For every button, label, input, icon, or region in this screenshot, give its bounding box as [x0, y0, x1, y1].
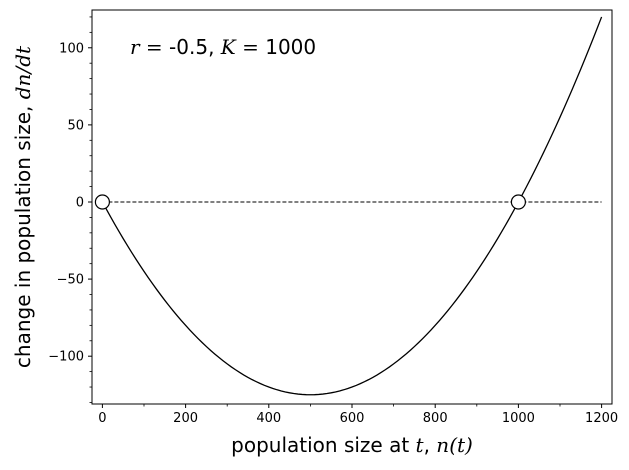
y-label-t: t	[11, 45, 35, 54]
growth-curve	[101, 16, 603, 396]
axis-ticks: 0 200 400 600 800 1000 1200 −100 −50 0 50 100	[48, 16, 618, 426]
x-label-n: n	[436, 433, 449, 457]
k-value: 1000	[265, 35, 316, 59]
r-symbol: r	[130, 35, 141, 59]
y-label-d2: d	[11, 54, 35, 67]
x-tick-label-5: 1000	[502, 411, 535, 426]
x-tick-label-1: 200	[173, 411, 198, 426]
plot-frame	[91, 9, 613, 405]
x-tick-label-4: 800	[423, 411, 448, 426]
y-label-prefix: change in population size,	[11, 99, 35, 368]
equilibrium-point-0	[94, 194, 111, 210]
equals-sign: =	[140, 35, 169, 59]
parameter-annotation: r = -0.5, K = 1000	[130, 35, 316, 59]
x-tick-label-0: 0	[98, 411, 106, 426]
x-label-prefix: population size at	[231, 433, 415, 457]
x-tick-label-3: 600	[340, 411, 365, 426]
equals-sign-2: =	[236, 35, 265, 59]
y-tick-label-3: 50	[67, 118, 84, 133]
x-label-arg: (t)	[449, 433, 473, 457]
y-tick-label-0: −100	[48, 350, 84, 365]
y-axis-label: change in population size, dn/dt	[11, 45, 35, 368]
y-tick-label-2: 0	[76, 195, 84, 210]
k-symbol: K	[220, 35, 237, 59]
y-tick-label-4: 100	[59, 41, 84, 56]
y-label-n: n	[11, 74, 35, 87]
y-tick-label-1: −50	[57, 273, 84, 288]
x-axis-label: population size at t, n(t)	[231, 433, 473, 457]
annotation-separator: ,	[208, 35, 221, 59]
x-label-sep: ,	[424, 433, 437, 457]
x-tick-label-2: 400	[256, 411, 281, 426]
x-label-t: t	[416, 433, 425, 457]
y-label-d1: d	[11, 86, 35, 99]
plot-area	[94, 16, 603, 396]
x-tick-label-6: 1200	[585, 411, 618, 426]
r-value: -0.5	[169, 35, 208, 59]
equilibrium-point-1	[510, 194, 527, 210]
y-label-slash: /	[11, 65, 35, 76]
